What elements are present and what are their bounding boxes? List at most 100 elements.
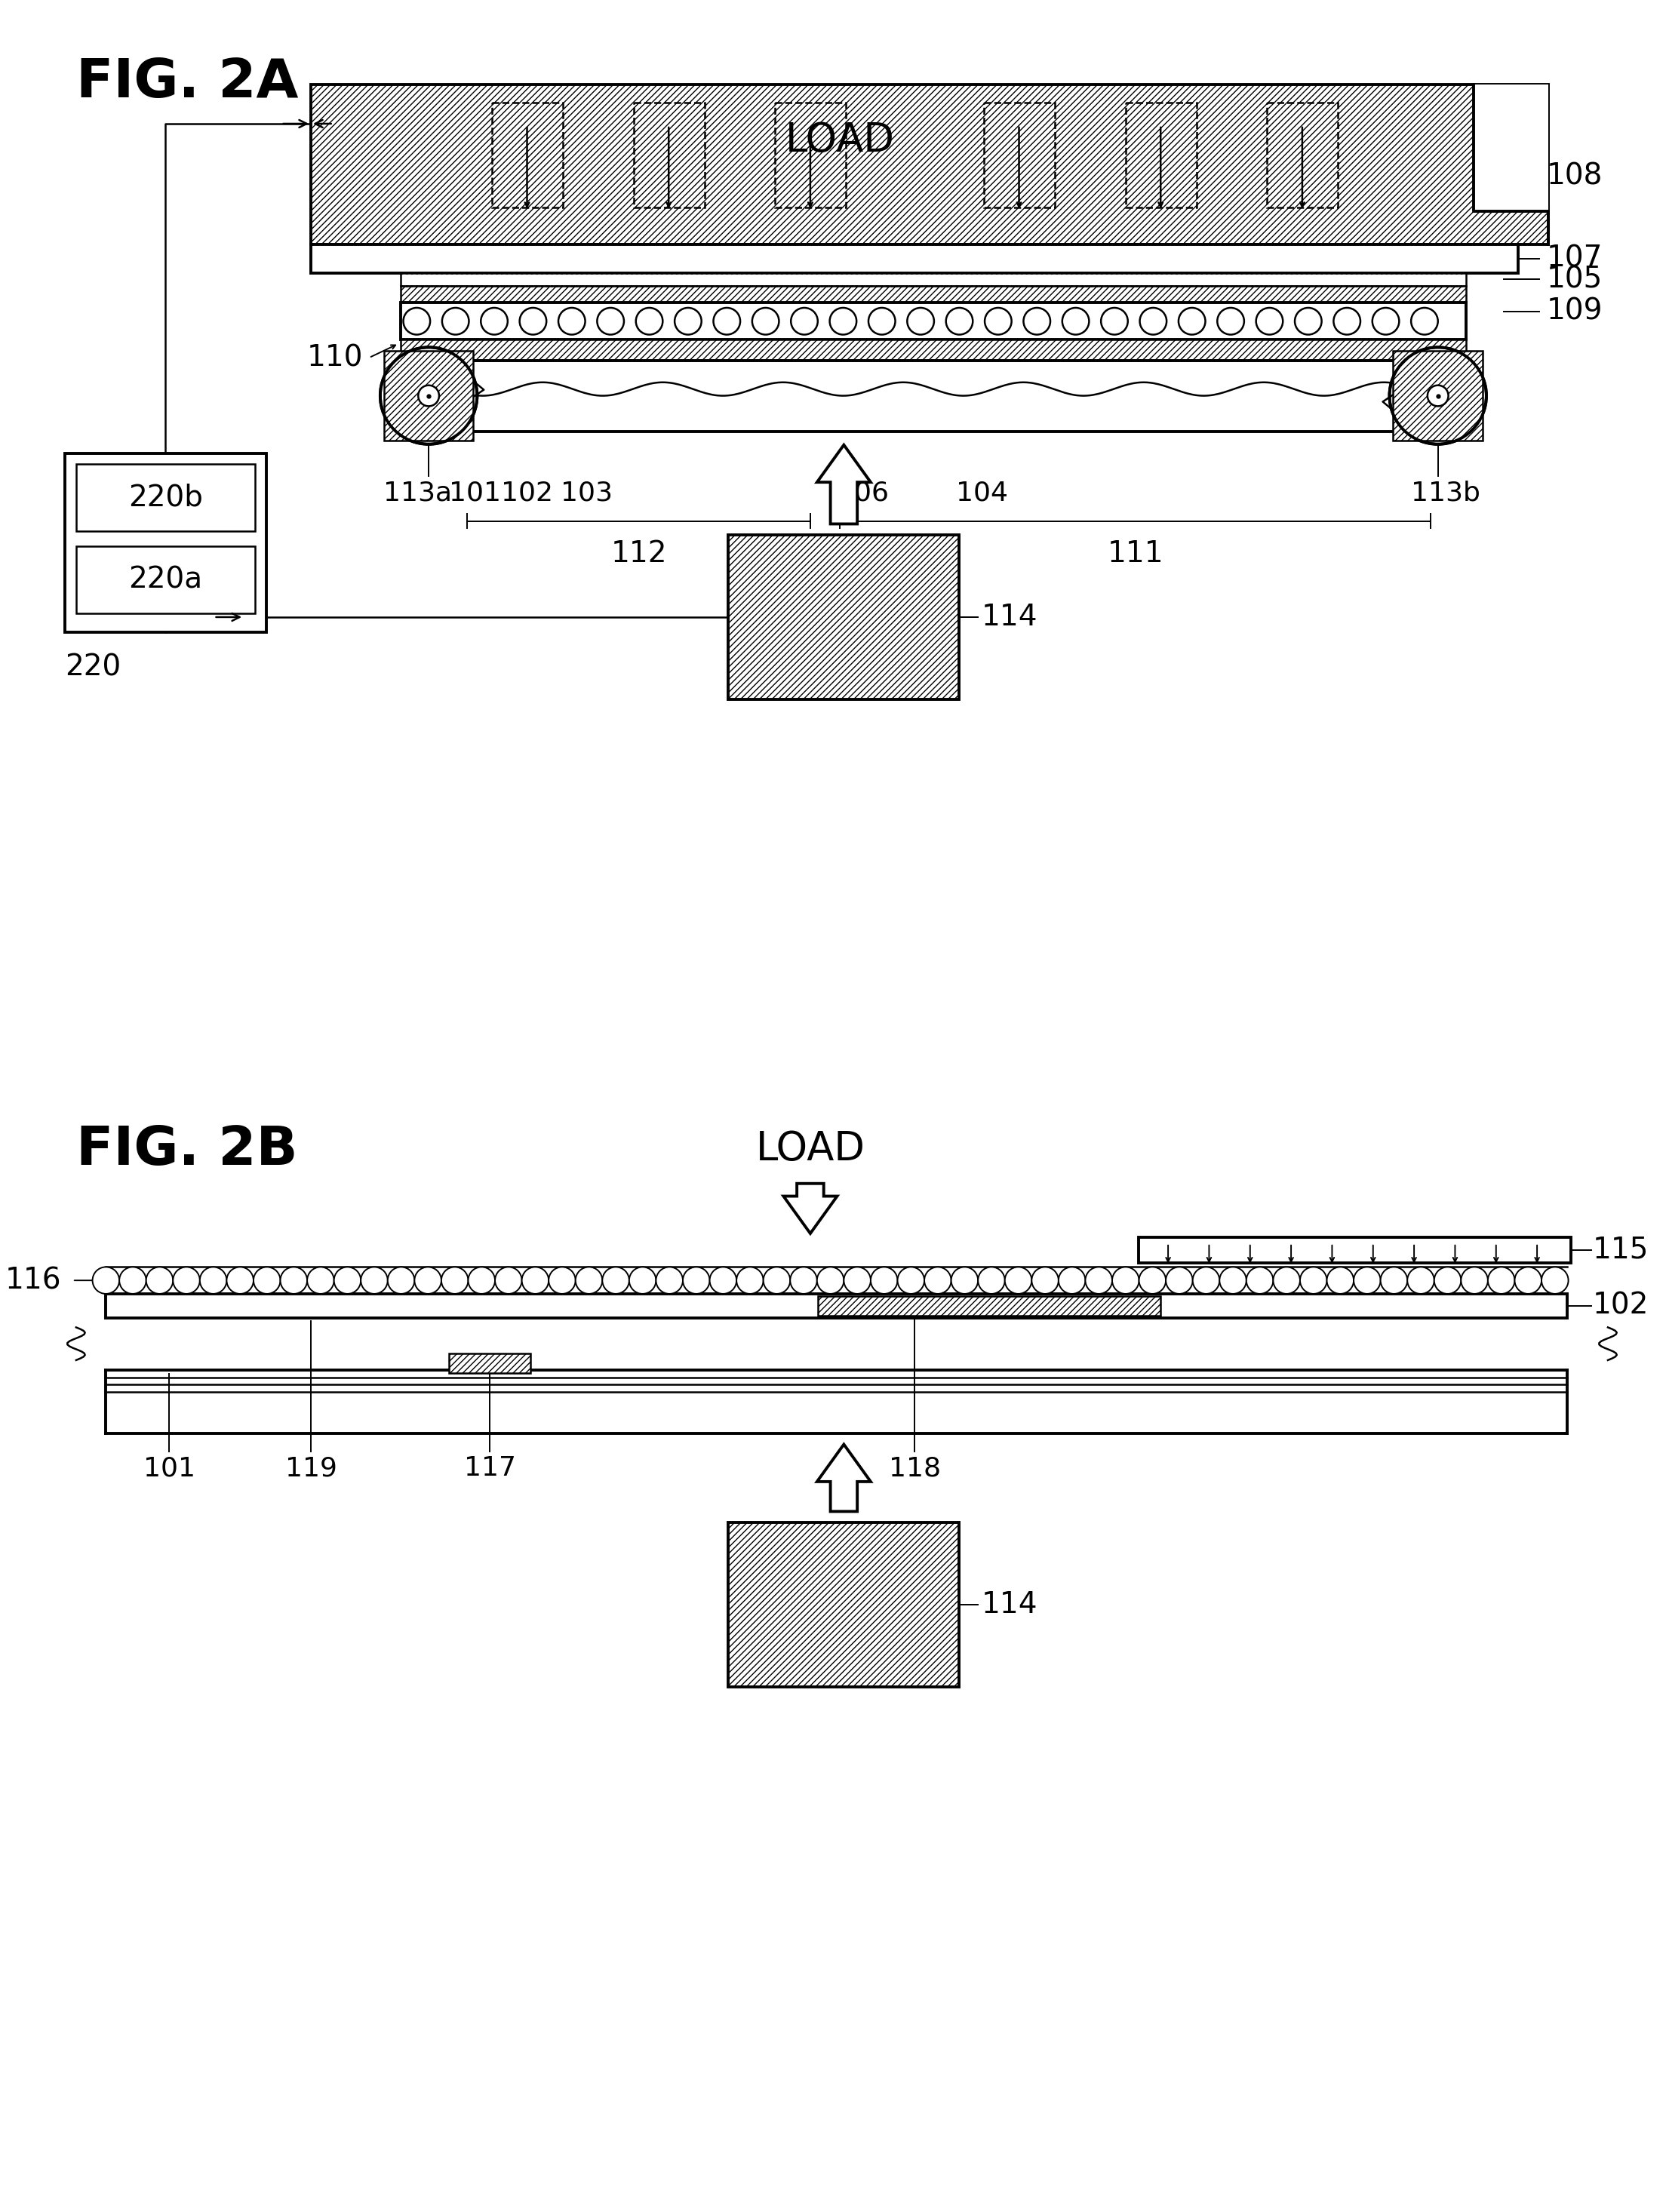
Circle shape xyxy=(548,1267,575,1294)
Text: 116: 116 xyxy=(5,1265,62,1294)
Bar xyxy=(400,272,1466,285)
Circle shape xyxy=(1428,385,1448,407)
Text: 220: 220 xyxy=(65,653,122,681)
Bar xyxy=(312,246,1518,272)
Text: 113b: 113b xyxy=(1411,480,1479,507)
Circle shape xyxy=(925,1267,951,1294)
Circle shape xyxy=(1256,307,1283,334)
Circle shape xyxy=(636,307,663,334)
Circle shape xyxy=(1178,307,1206,334)
Bar xyxy=(77,465,255,531)
Circle shape xyxy=(1273,1267,1299,1294)
Bar xyxy=(1126,102,1196,208)
Text: 102: 102 xyxy=(1593,1292,1649,1321)
Text: 111: 111 xyxy=(1108,540,1163,568)
Circle shape xyxy=(791,307,818,334)
Circle shape xyxy=(898,1267,925,1294)
Text: 119: 119 xyxy=(285,1455,337,1482)
Circle shape xyxy=(1541,1267,1568,1294)
Circle shape xyxy=(227,1267,253,1294)
Circle shape xyxy=(362,1267,388,1294)
Circle shape xyxy=(868,307,895,334)
Circle shape xyxy=(675,307,701,334)
Text: 104: 104 xyxy=(956,480,1008,507)
Circle shape xyxy=(418,385,440,407)
Circle shape xyxy=(871,1267,898,1294)
Text: FIG. 2A: FIG. 2A xyxy=(77,58,298,108)
Text: 110: 110 xyxy=(307,343,363,372)
Circle shape xyxy=(200,1267,227,1294)
Text: 101: 101 xyxy=(448,480,501,507)
Bar xyxy=(728,535,960,699)
Text: 220a: 220a xyxy=(128,566,203,595)
Polygon shape xyxy=(783,1183,836,1234)
Circle shape xyxy=(1408,1267,1434,1294)
Circle shape xyxy=(253,1267,280,1294)
Bar xyxy=(107,1294,1566,1318)
Circle shape xyxy=(333,1267,362,1294)
Circle shape xyxy=(683,1267,710,1294)
Circle shape xyxy=(790,1267,816,1294)
Circle shape xyxy=(380,347,476,445)
Text: 109: 109 xyxy=(1546,296,1603,325)
Bar xyxy=(1393,352,1483,440)
Circle shape xyxy=(596,307,625,334)
Circle shape xyxy=(1140,307,1166,334)
Circle shape xyxy=(1389,347,1486,445)
Text: 117: 117 xyxy=(463,1455,516,1482)
Polygon shape xyxy=(816,1444,871,1511)
Text: 118: 118 xyxy=(888,1455,941,1482)
Circle shape xyxy=(1023,307,1050,334)
Circle shape xyxy=(1113,1267,1140,1294)
Text: LOAD: LOAD xyxy=(785,119,895,159)
Bar xyxy=(1138,1237,1571,1263)
Bar xyxy=(775,102,846,208)
Circle shape xyxy=(521,1267,548,1294)
Circle shape xyxy=(845,1267,871,1294)
Circle shape xyxy=(751,307,780,334)
Circle shape xyxy=(415,1267,441,1294)
Bar xyxy=(383,352,473,440)
Circle shape xyxy=(481,307,508,334)
Circle shape xyxy=(1461,1267,1488,1294)
Bar xyxy=(1268,102,1338,208)
Circle shape xyxy=(630,1267,656,1294)
Circle shape xyxy=(978,1267,1005,1294)
Text: 114: 114 xyxy=(981,1590,1038,1619)
Circle shape xyxy=(1333,307,1361,334)
Bar xyxy=(985,102,1055,208)
Circle shape xyxy=(1434,1267,1461,1294)
Bar xyxy=(728,1522,960,1686)
Circle shape xyxy=(441,307,468,334)
Circle shape xyxy=(1166,1267,1193,1294)
Circle shape xyxy=(1488,1267,1514,1294)
Circle shape xyxy=(1101,307,1128,334)
Circle shape xyxy=(1381,1267,1408,1294)
Circle shape xyxy=(558,307,585,334)
Circle shape xyxy=(1411,307,1438,334)
Circle shape xyxy=(147,1267,173,1294)
Circle shape xyxy=(946,307,973,334)
Circle shape xyxy=(710,1267,736,1294)
Circle shape xyxy=(603,1267,630,1294)
Circle shape xyxy=(951,1267,978,1294)
Bar xyxy=(400,303,1466,341)
Circle shape xyxy=(763,1267,790,1294)
Circle shape xyxy=(1514,1267,1541,1294)
Text: 115: 115 xyxy=(1593,1237,1649,1265)
Circle shape xyxy=(1063,307,1090,334)
Circle shape xyxy=(830,307,856,334)
Circle shape xyxy=(713,307,740,334)
Text: LOAD: LOAD xyxy=(756,1130,865,1168)
Circle shape xyxy=(120,1267,147,1294)
Circle shape xyxy=(1326,1267,1354,1294)
Text: 101: 101 xyxy=(143,1455,195,1482)
Circle shape xyxy=(403,307,430,334)
Bar xyxy=(400,285,1466,303)
Bar xyxy=(448,1354,531,1374)
Circle shape xyxy=(441,1267,468,1294)
Text: 107: 107 xyxy=(1546,243,1603,272)
Text: 220b: 220b xyxy=(128,484,203,513)
Text: 113a: 113a xyxy=(383,480,451,507)
Circle shape xyxy=(1354,1267,1381,1294)
